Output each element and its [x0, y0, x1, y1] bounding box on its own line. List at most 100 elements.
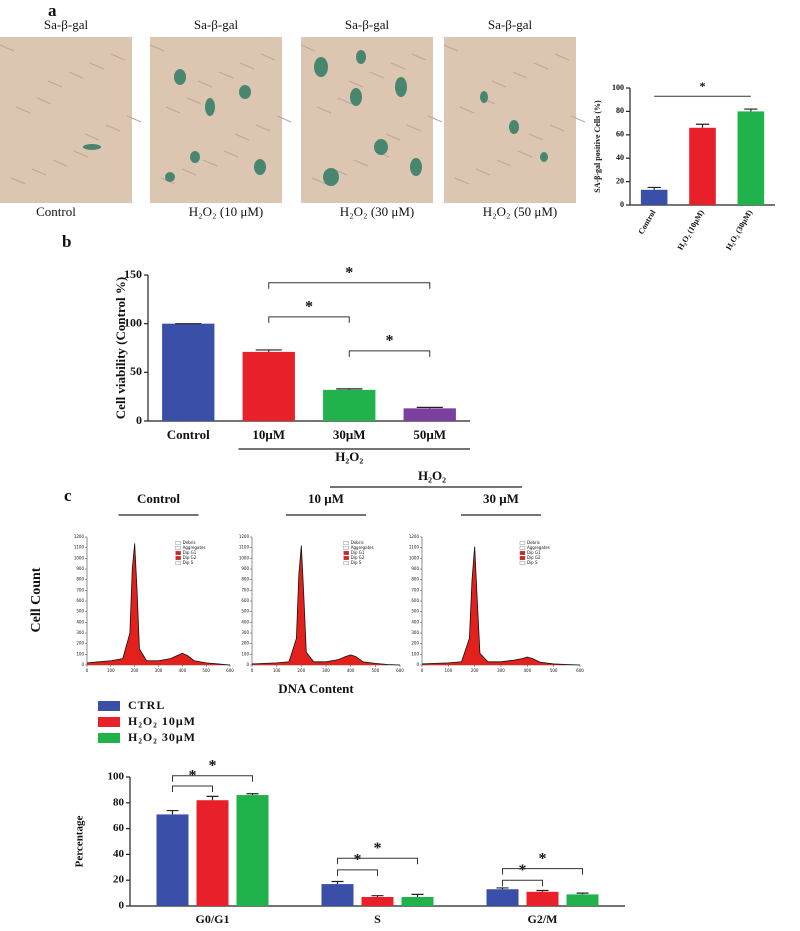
stained-cell	[254, 159, 266, 175]
legend-swatch	[343, 546, 349, 550]
y-axis-title: Cell viability (Control %)	[113, 277, 128, 419]
significance-bracket	[502, 868, 583, 875]
bar	[323, 389, 376, 421]
legend-swatch	[175, 541, 181, 545]
cell-fiber	[73, 150, 89, 158]
cell-fiber	[202, 159, 218, 167]
bar	[162, 323, 215, 421]
y-tick-label: 900	[241, 566, 249, 571]
cell-fiber	[300, 44, 316, 52]
x-tick-label: 30μM	[333, 427, 366, 442]
cell-fiber	[89, 62, 105, 70]
y-tick-label: 80	[616, 106, 624, 115]
significance-label: *	[209, 757, 217, 774]
y-tick-label: 500	[241, 609, 249, 614]
cell-fiber	[276, 115, 292, 123]
stained-cell	[410, 158, 422, 176]
cell-fiber	[353, 159, 369, 167]
stained-cell	[350, 88, 362, 106]
cell-fiber	[459, 106, 475, 114]
image-caption: H₂O₂ (30 μM)	[340, 204, 415, 219]
cell-fiber	[549, 124, 565, 132]
legend-swatch	[98, 701, 120, 711]
y-tick-label: 400	[411, 619, 419, 624]
y-axis-title: Cell Count	[29, 567, 44, 632]
y-axis-title: SA-β-gal positive Cells (%)	[593, 100, 602, 193]
significance-label: *	[519, 862, 527, 879]
y-tick-label: 600	[241, 598, 249, 603]
cell-fiber	[528, 133, 544, 141]
histogram-fill	[87, 543, 230, 665]
x-tick-label: 300	[497, 668, 505, 673]
legend-swatch	[343, 551, 349, 555]
bar	[156, 814, 189, 906]
legend-swatch	[343, 561, 349, 565]
cell-fiber	[348, 80, 364, 88]
y-tick-label: 500	[411, 609, 419, 614]
legend-swatch	[519, 556, 526, 560]
cell-fiber	[255, 124, 271, 132]
cell-fiber	[36, 97, 52, 105]
cell-fiber	[47, 80, 63, 88]
y-tick-label: 0	[246, 662, 249, 667]
x-tick-label: 300	[155, 668, 163, 673]
legend-label: Debris	[183, 540, 196, 545]
significance-label: *	[305, 299, 313, 316]
cell-fiber	[570, 115, 586, 123]
significance-label: *	[374, 840, 382, 857]
significance-bracket	[337, 869, 378, 876]
panel-label: b	[62, 232, 71, 251]
y-axis-title: Percentage	[74, 816, 86, 868]
x-tick-label: 600	[396, 668, 404, 673]
y-tick-label: 0	[416, 662, 419, 667]
legend-swatch	[175, 551, 181, 555]
cell-fiber	[239, 62, 255, 70]
bar	[236, 795, 269, 906]
y-tick-label: 300	[76, 630, 84, 635]
legend-label: Dip S	[527, 560, 538, 565]
cell-fiber	[165, 106, 181, 114]
significance-label: *	[386, 333, 394, 350]
y-tick-label: 1200	[74, 534, 85, 539]
legend-label: H₂O₂ 10μM	[128, 714, 196, 728]
x-tick-label: G2/M	[528, 912, 558, 926]
y-tick-label: 300	[411, 630, 419, 635]
cell-fiber	[234, 133, 250, 141]
histogram-fill	[252, 545, 400, 665]
x-tick-label: 100	[445, 668, 453, 673]
panel-label: a	[48, 1, 57, 20]
y-tick-label: 40	[113, 848, 125, 860]
stained-cell	[509, 120, 519, 134]
bar	[486, 889, 519, 906]
error-bar	[166, 809, 179, 815]
stained-cell	[323, 168, 339, 186]
cell-fiber	[149, 44, 165, 52]
y-tick-label: 100	[108, 771, 125, 783]
x-tick-label: H₂O₂ (30μM)	[724, 208, 754, 251]
significance-label: *	[354, 852, 362, 869]
bar	[242, 351, 295, 421]
y-tick-label: 0	[136, 413, 142, 427]
image-title: Sa-β-gal	[488, 17, 533, 32]
significance-bracket	[502, 879, 543, 887]
y-tick-label: 20	[616, 176, 624, 185]
stained-cell	[480, 91, 488, 103]
x-tick-label: 200	[471, 668, 479, 673]
y-tick-label: 400	[241, 619, 249, 624]
legend-swatch	[519, 561, 526, 565]
legend-swatch	[343, 541, 349, 545]
bar	[321, 884, 354, 906]
image-caption: Control	[36, 204, 76, 219]
stained-cell	[395, 77, 407, 97]
cell-fiber	[311, 177, 327, 185]
cell-fiber	[406, 124, 422, 132]
histogram-fill	[422, 546, 580, 665]
y-tick-label: 150	[124, 267, 142, 281]
error-bar	[336, 388, 363, 390]
histogram-outline	[421, 546, 581, 666]
bar	[689, 127, 716, 205]
error-bar	[576, 892, 589, 895]
error-bar	[647, 186, 661, 190]
cell-fiber	[197, 80, 213, 88]
y-tick-label: 600	[411, 598, 419, 603]
